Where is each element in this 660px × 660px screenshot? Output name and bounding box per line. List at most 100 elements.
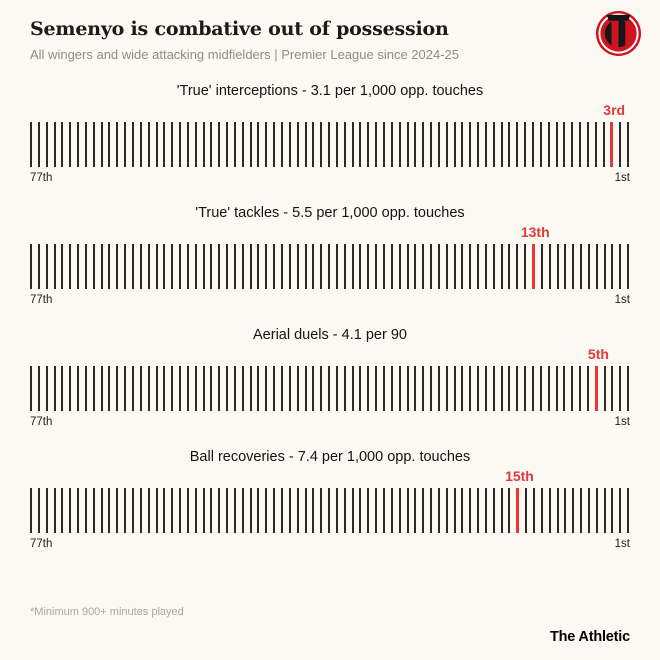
rank-tick [312, 488, 315, 533]
rank-tick [343, 122, 346, 167]
rank-tick [516, 366, 519, 411]
rank-tick [430, 244, 433, 289]
rank-tick [218, 122, 221, 167]
rank-tick [37, 488, 40, 533]
rank-tick [249, 122, 252, 167]
rank-tick [241, 122, 244, 167]
rank-tick [320, 122, 323, 167]
rank-tick [367, 488, 370, 533]
rank-label: 15th [505, 468, 534, 484]
axis-label-best: 1st [614, 538, 630, 550]
rank-tick [406, 122, 409, 167]
rank-tick [281, 244, 283, 289]
rank-tick [124, 244, 127, 289]
rank-tick [603, 488, 606, 533]
rank-tick [45, 244, 48, 289]
rank-tick [186, 366, 189, 411]
rank-tick [382, 488, 385, 533]
rank-tick [139, 122, 142, 167]
rank-tick [343, 244, 346, 289]
rank-tick [619, 366, 622, 411]
rank-tick [375, 366, 378, 411]
rank-tick [320, 488, 323, 533]
rank-tick [430, 122, 433, 167]
rank-tick [218, 244, 221, 289]
rank-tick [304, 366, 307, 411]
rank-tick [218, 366, 221, 411]
rank-tick [210, 122, 213, 167]
rank-tick [108, 366, 111, 411]
rank-tick [61, 244, 64, 289]
rank-tick [84, 488, 87, 533]
axis-label-worst: 77th [30, 538, 53, 550]
rank-tick [516, 122, 519, 167]
rank-tick [539, 366, 542, 411]
rank-tick [500, 122, 503, 167]
rank-tick [335, 366, 338, 411]
rank-tick [124, 488, 127, 533]
rank-tick [430, 488, 433, 533]
rank-tick [304, 122, 307, 167]
rank-tick [540, 488, 543, 533]
rank-tick [508, 122, 511, 167]
rank-tick [524, 122, 527, 167]
rank-tick [257, 488, 260, 533]
rank-tick [477, 488, 480, 533]
rank-tick [155, 122, 158, 167]
rank-tick [257, 122, 260, 167]
rank-tick [77, 244, 80, 289]
axis-labels: 77th 1st [30, 538, 630, 550]
rank-tick [163, 366, 166, 411]
rank-tick [163, 488, 166, 533]
rank-tick [382, 366, 385, 411]
rank-tick [335, 122, 338, 167]
rank-tick [548, 488, 551, 533]
rank-tick [579, 122, 582, 167]
rank-tick [469, 366, 472, 411]
rank-tick [445, 244, 448, 289]
rank-tick [281, 122, 283, 167]
rank-tick [532, 122, 534, 167]
rank-tick [273, 244, 276, 289]
afc-bournemouth-crest-icon [595, 10, 642, 57]
axis-label-worst: 77th [30, 294, 53, 306]
rank-tick [61, 122, 64, 167]
rank-tick [406, 488, 409, 533]
rank-tick [477, 366, 480, 411]
rank-tick [572, 488, 575, 533]
rank-tick [406, 244, 409, 289]
rank-tick [288, 488, 291, 533]
rank-tick [241, 244, 244, 289]
rank-tick [163, 244, 166, 289]
rank-tick [210, 366, 213, 411]
rank-tick [398, 366, 401, 411]
rank-tick [406, 366, 409, 411]
rank-tick [69, 488, 72, 533]
rank-tick [437, 244, 440, 289]
rank-tick [233, 488, 236, 533]
rank-tick [249, 488, 252, 533]
rank-tick [296, 488, 299, 533]
axis-labels: 77th 1st [30, 172, 630, 184]
rank-tick [116, 488, 119, 533]
rank-tick [414, 488, 417, 533]
rank-tick [100, 488, 103, 533]
rank-tick [398, 244, 401, 289]
rank-tick [84, 122, 87, 167]
rank-tick [194, 366, 197, 411]
rank-tick [61, 366, 64, 411]
rank-tick [108, 488, 111, 533]
rank-tick [555, 366, 558, 411]
rank-tick [595, 244, 598, 289]
rank-tick [390, 488, 393, 533]
rank-tick [92, 122, 95, 167]
rank-tick [328, 366, 331, 411]
rank-tick [53, 488, 56, 533]
axis-label-best: 1st [614, 416, 630, 428]
rank-tick [241, 366, 244, 411]
chart-title: Ball recoveries - 7.4 per 1,000 opp. tou… [189, 449, 471, 465]
rank-tick [595, 488, 598, 533]
rank-tick [186, 244, 189, 289]
rank-tick [453, 488, 456, 533]
rank-tick [500, 488, 503, 533]
